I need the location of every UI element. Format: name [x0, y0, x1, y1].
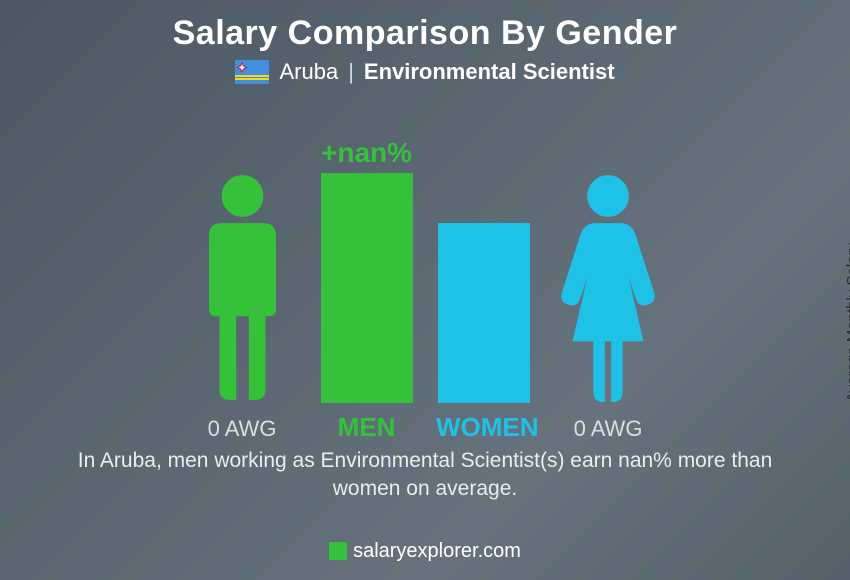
- brand-name: salaryexplorer.com: [353, 540, 521, 563]
- women-bar-col: [436, 223, 531, 403]
- page-title: Salary Comparison By Gender: [0, 14, 850, 53]
- men-icon-col: [187, 173, 297, 403]
- men-bar: [321, 173, 413, 403]
- logo-square-icon: [329, 542, 347, 560]
- y-axis-label: Average Monthly Salary: [844, 243, 850, 402]
- country-label: Aruba: [279, 59, 338, 85]
- job-label: Environmental Scientist: [364, 59, 615, 85]
- men-salary-label: 0 AWG: [187, 416, 297, 442]
- women-icon-col: [553, 173, 663, 403]
- chart-area: Average Monthly Salary +nan%: [0, 93, 850, 443]
- bar-chart: +nan%: [187, 137, 663, 403]
- footer: salaryexplorer.com: [0, 540, 850, 567]
- description-text: In Aruba, men working as Environmental S…: [0, 447, 850, 504]
- men-bar-col: +nan%: [319, 137, 414, 403]
- separator: |: [348, 59, 354, 85]
- women-salary-label: 0 AWG: [553, 416, 663, 442]
- women-bar: [438, 223, 530, 403]
- brand-logo: salaryexplorer.com: [329, 540, 521, 563]
- man-icon: [190, 173, 295, 403]
- women-bar-label: WOMEN: [436, 412, 531, 443]
- flag-icon: [235, 60, 269, 84]
- men-pct-label: +nan%: [321, 137, 412, 169]
- chart-labels: 0 AWG MEN WOMEN 0 AWG: [187, 412, 663, 443]
- subtitle: Aruba | Environmental Scientist: [0, 59, 850, 85]
- men-bar-label: MEN: [319, 412, 414, 443]
- woman-icon: [553, 173, 663, 403]
